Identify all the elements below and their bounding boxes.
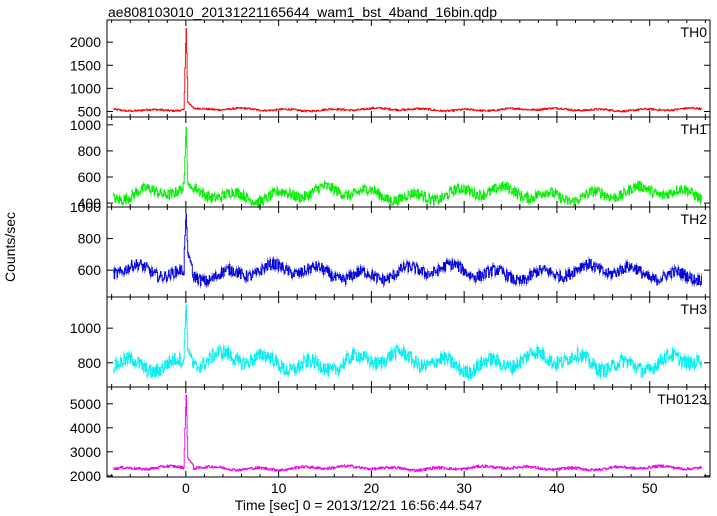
y-tick-label: 1000 (70, 320, 101, 336)
panel-frame-th0 (106, 19, 711, 118)
y-tick-label: 3000 (70, 444, 101, 460)
error-bars-th1 (113, 135, 702, 209)
light-curve-th1 (113, 126, 702, 207)
panel-label: TH0 (681, 24, 708, 40)
y-tick-label: 5000 (70, 396, 101, 412)
x-tick-label: 10 (271, 480, 287, 496)
panel-label: TH3 (681, 301, 708, 317)
y-tick-label: 600 (78, 169, 102, 185)
y-tick-label: 600 (78, 262, 102, 278)
x-axis-label: Time [sec] 0 = 2013/12/21 16:56:44.547 (234, 497, 483, 513)
x-tick-label: 20 (364, 480, 380, 496)
y-tick-label: 800 (78, 143, 102, 159)
light-curve-th0123 (113, 394, 702, 472)
x-tick-label: 50 (642, 480, 658, 496)
panel-frame-th0123 (106, 386, 711, 478)
error-bars-th3 (113, 310, 702, 381)
y-tick-label: 2000 (70, 468, 101, 484)
panel-frame-th2 (106, 206, 711, 298)
y-axis-label: Counts/sec (2, 211, 18, 282)
y-tick-label: 1000 (70, 80, 101, 96)
panel-frame-th3 (106, 296, 711, 388)
y-tick-label: 500 (78, 103, 102, 119)
error-bars-th0123 (113, 406, 702, 473)
light-curve-th0 (113, 28, 702, 113)
y-tick-label: 400 (78, 195, 102, 211)
y-tick-label: 800 (78, 355, 102, 371)
chart-title: ae808103010_20131221165644_wam1_bst_4ban… (108, 4, 497, 20)
y-tick-label: 800 (78, 231, 102, 247)
x-tick-label: 40 (549, 480, 565, 496)
light-curve-th2 (113, 213, 702, 286)
error-bars-th0 (113, 42, 702, 113)
x-tick-label: 30 (456, 480, 472, 496)
panel-label: TH2 (681, 211, 708, 227)
y-tick-label: 1000 (70, 117, 101, 133)
y-tick-label: 1500 (70, 57, 101, 73)
y-tick-label: 4000 (70, 420, 101, 436)
y-tick-label: 2000 (70, 34, 101, 50)
x-tick-label: 0 (182, 480, 190, 496)
panel-label: TH0123 (657, 391, 707, 407)
error-bars-th2 (113, 219, 702, 289)
y-tick-label: 1000 (70, 199, 101, 215)
panel-label: TH1 (681, 121, 708, 137)
